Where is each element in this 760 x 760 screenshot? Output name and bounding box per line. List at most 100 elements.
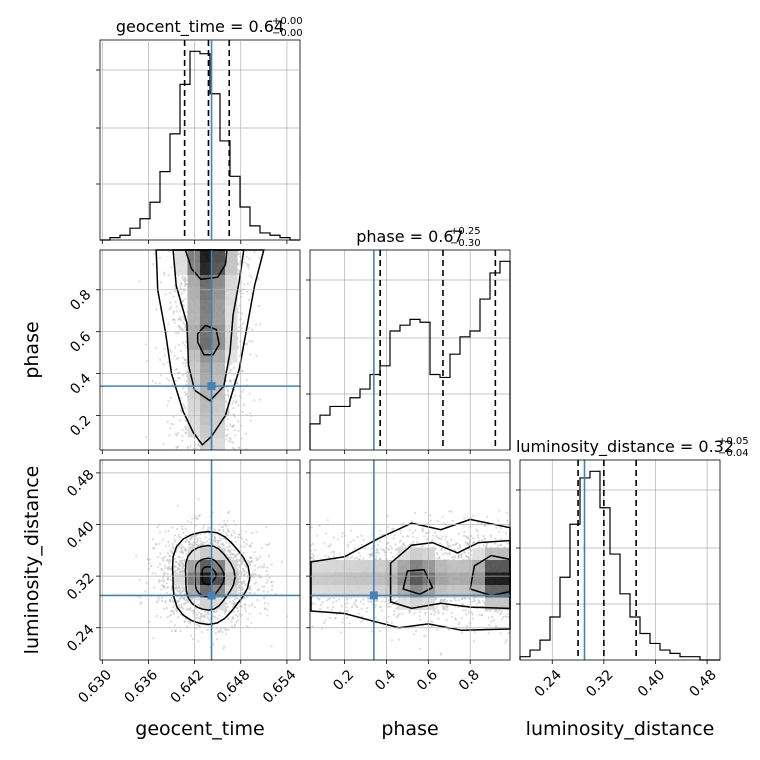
scatter-point — [176, 562, 180, 565]
scatter-point — [464, 609, 467, 612]
scatter-point — [184, 601, 188, 605]
scatter-point — [176, 586, 179, 589]
scatter-point — [156, 601, 159, 604]
scatter-point — [167, 400, 170, 403]
scatter-point — [226, 554, 229, 557]
scatter-point — [165, 582, 168, 585]
scatter-point — [236, 615, 239, 618]
scatter-point — [202, 527, 205, 530]
scatter-point — [231, 402, 234, 405]
scatter-point — [430, 625, 433, 628]
scatter-point — [183, 558, 186, 562]
scatter-point — [459, 546, 462, 550]
scatter-point — [178, 606, 181, 609]
scatter-point — [211, 511, 215, 514]
scatter-point — [359, 600, 363, 603]
scatter-point — [151, 547, 154, 550]
scatter-point — [472, 537, 475, 540]
scatter-point — [174, 368, 178, 371]
scatter-point — [226, 412, 230, 415]
density-cell — [187, 337, 200, 350]
scatter-point — [158, 542, 161, 545]
scatter-point — [236, 610, 239, 613]
scatter-point — [181, 590, 184, 593]
scatter-point — [157, 598, 160, 602]
scatter-point — [239, 340, 242, 343]
scatter-point — [170, 579, 173, 582]
scatter-point — [248, 563, 251, 566]
scatter-point — [155, 347, 158, 350]
density-cell — [187, 350, 200, 363]
scatter-point — [195, 517, 198, 520]
scatter-point — [268, 554, 271, 558]
scatter-point — [379, 629, 382, 633]
scatter-point — [165, 559, 168, 562]
scatter-point — [495, 526, 498, 529]
scatter-point — [223, 645, 226, 648]
scatter-point — [168, 598, 171, 602]
scatter-point — [177, 325, 180, 328]
scatter-point — [246, 290, 249, 293]
scatter-point — [238, 563, 241, 567]
scatter-point — [456, 547, 460, 550]
scatter-point — [316, 534, 319, 537]
density-cell — [212, 400, 225, 413]
scatter-point — [231, 446, 235, 450]
scatter-point — [180, 606, 183, 609]
scatter-point — [199, 614, 202, 618]
scatter-point — [160, 588, 163, 591]
scatter-point — [338, 552, 341, 555]
scatter-point — [457, 557, 460, 560]
density-cell — [187, 325, 200, 338]
scatter-point — [262, 590, 265, 593]
scatter-point — [214, 615, 217, 619]
scatter-point — [178, 555, 181, 559]
scatter-point — [200, 543, 203, 546]
scatter-point — [164, 545, 168, 548]
scatter-point — [362, 598, 365, 601]
scatter-point — [324, 532, 327, 535]
density-cell — [200, 337, 213, 350]
scatter-point — [197, 515, 200, 518]
scatter-point — [329, 543, 332, 546]
scatter-point — [207, 528, 210, 532]
scatter-point — [187, 620, 190, 623]
scatter-point — [167, 379, 171, 382]
scatter-point — [463, 530, 466, 533]
scatter-point — [220, 538, 223, 541]
scatter-point — [243, 596, 246, 600]
scatter-point — [251, 602, 254, 605]
scatter-point — [183, 358, 186, 361]
scatter-point — [369, 556, 372, 559]
scatter-point — [232, 610, 235, 613]
scatter-point — [175, 310, 178, 313]
scatter-point — [233, 415, 236, 418]
scatter-point — [213, 537, 217, 540]
scatter-point — [492, 619, 495, 622]
scatter-point — [257, 277, 260, 280]
scatter-point — [182, 321, 185, 324]
scatter-point — [450, 538, 453, 542]
scatter-point — [234, 434, 237, 437]
truth-marker — [207, 591, 216, 600]
scatter-point — [183, 405, 186, 408]
scatter-point — [207, 543, 210, 546]
scatter-point — [169, 609, 173, 612]
scatter-point — [228, 364, 231, 367]
scatter-point — [154, 382, 157, 385]
scatter-point — [189, 445, 192, 448]
density-cell — [187, 375, 200, 388]
scatter-point — [181, 356, 184, 359]
scatter-point — [327, 545, 330, 548]
scatter-point — [249, 544, 252, 547]
scatter-point — [271, 584, 274, 588]
scatter-point — [163, 273, 166, 276]
quantile-lines — [379, 250, 497, 450]
scatter-point — [419, 610, 422, 613]
scatter-point — [494, 537, 497, 540]
scatter-point — [174, 557, 177, 561]
scatter-point — [387, 602, 390, 605]
scatter-point — [194, 617, 197, 620]
scatter-point — [240, 537, 243, 540]
scatter-point — [196, 444, 199, 447]
